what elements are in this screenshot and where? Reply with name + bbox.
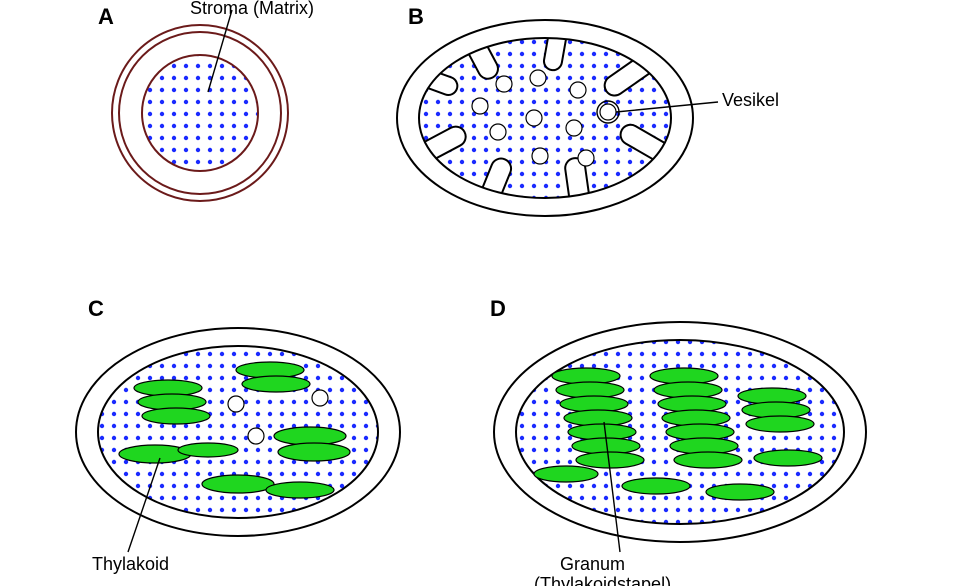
granum-label-2: (Thylakoidstapel) [534,574,671,586]
granum-label-1: Granum [560,554,625,574]
panel-d: D Granum (Thylakoidstapel) [490,296,866,586]
panel-c: C Thylakoid [76,296,400,574]
panel-b: B Vesikel [388,0,779,239]
panel-b-letter: B [408,4,424,29]
thylakoid-label: Thylakoid [92,554,169,574]
panel-c-letter: C [88,296,104,321]
chloroplast-evolution-diagram: A Stroma (Matrix) B Vesikel C Thylakoid [0,0,960,586]
panel-d-letter: D [490,296,506,321]
stroma-label: Stroma (Matrix) [190,0,314,18]
panel-a-letter: A [98,4,114,29]
vesikel-label: Vesikel [722,90,779,110]
panel-a: A Stroma (Matrix) [98,0,314,201]
